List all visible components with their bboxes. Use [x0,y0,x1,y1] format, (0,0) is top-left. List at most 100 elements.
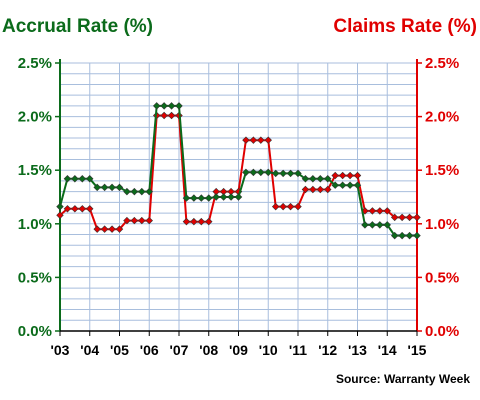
accrual-point [383,221,391,229]
claims-point [338,171,347,180]
accrual-point [264,168,272,177]
source-note: Source: Warranty Week [336,372,470,386]
claims-point [316,185,325,194]
x-tick-label: '07 [170,342,189,358]
accrual-point [353,181,362,189]
right-tick-label: 2.5% [425,55,459,72]
accrual-point [160,102,168,110]
claims-point [182,217,191,226]
right-axis-title: Claims Rate (%) [333,16,477,37]
accrual-point [390,231,399,240]
x-tick-label: '03 [51,342,70,358]
accrual-point [324,175,332,183]
accrual-point [294,169,302,178]
claims-point [286,202,295,211]
accrual-point [368,221,377,229]
claims-point [197,217,206,226]
accrual-point [405,231,414,240]
accrual-point [242,168,250,177]
accrual-point [309,175,317,183]
x-tick-label: '04 [80,342,99,358]
accrual-point [108,183,116,192]
claims-point [63,205,72,213]
claims-point [145,216,153,225]
claims-point [309,185,317,194]
accrual-point [361,221,369,229]
claims-point [383,207,391,215]
claims-point [138,216,146,225]
claims-point [405,213,414,222]
claims-point [108,225,116,233]
accrual-point [257,168,265,177]
claims-point [390,213,399,222]
accrual-point [376,221,384,229]
accrual-point [338,181,347,189]
axes [55,59,422,336]
accrual-point [346,181,354,189]
left-tick-label: 1.0% [18,216,52,233]
tick-labels: 0.0% 0.5% 1.0% 1.5% 2.0% 2.5% 0.0% 0.5% 1.0% 1.5%… [18,55,459,358]
accrual-point [175,102,183,110]
claims-point [115,225,124,233]
claims-point [368,207,377,215]
claims-point [190,217,198,226]
x-tick-label: '15 [408,342,427,358]
accrual-point [286,169,295,178]
claims-point [130,216,139,225]
claims-point [294,202,302,211]
right-tick-label: 2.0% [425,109,459,126]
accrual-point [413,231,421,240]
accrual-point [301,175,310,183]
accrual-point [63,175,72,183]
claims-point [167,111,176,120]
accrual-point [56,202,64,211]
accrual-point [100,183,109,192]
x-tick-label: '09 [229,342,248,358]
accrual-point [138,187,146,196]
left-tick-label: 2.5% [18,55,52,72]
claims-point [249,136,258,144]
claims-point [78,205,87,213]
claims-point [324,185,332,194]
x-tick-label: '11 [289,342,307,358]
claims-point [279,202,287,211]
x-tick-label: '06 [140,342,159,358]
claims-point [93,225,101,233]
claims-point [331,171,339,180]
claims-point [205,217,213,226]
claims-point [353,171,362,180]
right-tick-label: 1.0% [425,216,459,233]
accrual-point [190,194,198,202]
accrual-point [316,175,325,183]
accrual-point [234,193,243,201]
accrual-point [227,193,235,201]
accrual-point [331,181,339,189]
claims-point [242,136,250,144]
accrual-point [279,169,287,178]
accrual-point [93,183,101,192]
accrual-point [71,175,79,183]
claims-point [86,205,94,213]
accrual-point [130,187,139,196]
claims-point [123,216,131,225]
accrual-point [219,193,228,201]
accrual-point [271,169,280,178]
claims-point [100,225,109,233]
x-tick-label: '12 [318,342,337,358]
claims-point [56,211,64,219]
claims-point [376,207,384,215]
accrual-point [115,183,124,192]
claims-point [160,111,168,120]
accrual-point [167,102,176,110]
accrual-point [197,194,206,202]
claims-point [271,202,280,211]
accrual-point [86,175,94,183]
accrual-point [145,187,153,196]
right-tick-label: 0.0% [425,323,459,340]
x-tick-label: '14 [378,342,397,358]
claims-point [346,171,354,180]
series-lines [56,102,421,240]
left-axis-title: Accrual Rate (%) [2,16,153,37]
